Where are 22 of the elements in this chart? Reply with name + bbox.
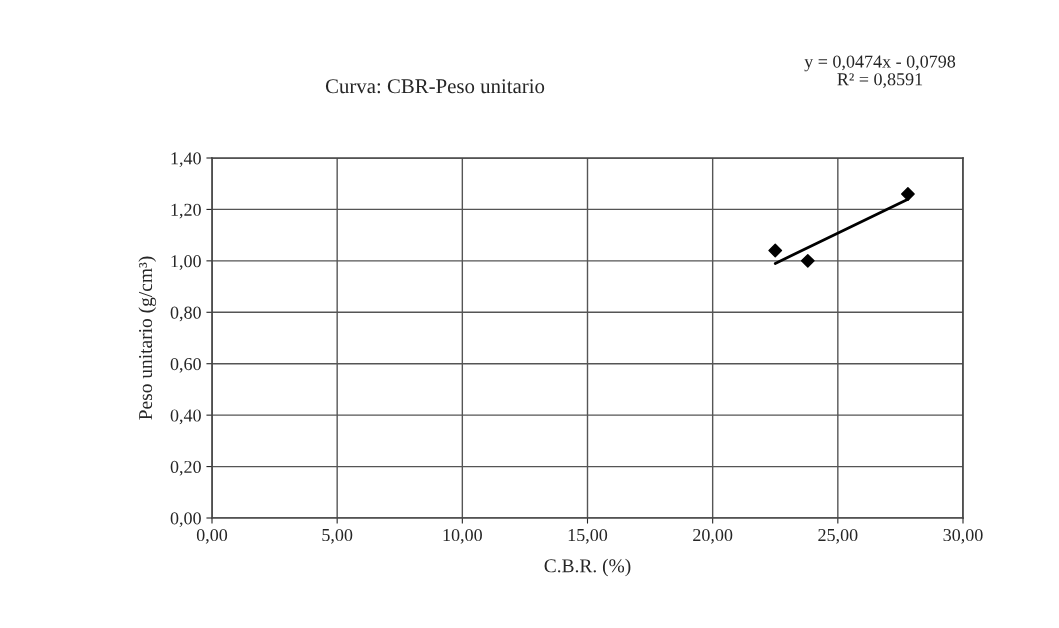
text: y = 0,0474x - 0,0798 R² = 0,8591 xyxy=(804,55,956,88)
y-tick-label: 0,60 xyxy=(170,357,201,373)
y-tick-label: 1,20 xyxy=(171,203,201,219)
y-tick-label: 0,40 xyxy=(170,409,201,425)
point xyxy=(768,243,783,258)
x-tick-label: 15,00 xyxy=(568,528,608,544)
x-tick-label: 25,00 xyxy=(818,528,858,544)
x-tick-label: 0,00 xyxy=(196,528,228,544)
x-tick-label: 30,00 xyxy=(943,528,983,544)
y-axis-title: Peso unitario (g/cm³) xyxy=(138,256,157,420)
y-tick-label: 1,40 xyxy=(171,152,201,168)
x-axis-title: C.B.R. (%) xyxy=(544,558,631,577)
y-tick-label: 1,00 xyxy=(171,255,201,270)
chart-title: Curva: CBR-Peso unitario xyxy=(325,79,545,94)
y-tick-label: 0,00 xyxy=(170,512,201,528)
y-tick-label: 0,80 xyxy=(170,306,201,322)
y-tick-label: 0,20 xyxy=(170,460,201,476)
x-tick-label: 20,00 xyxy=(693,528,733,544)
x-tick-label: 10,00 xyxy=(443,528,482,544)
point xyxy=(901,187,915,201)
x-tick-label: 5,00 xyxy=(322,528,353,544)
point xyxy=(800,253,815,268)
